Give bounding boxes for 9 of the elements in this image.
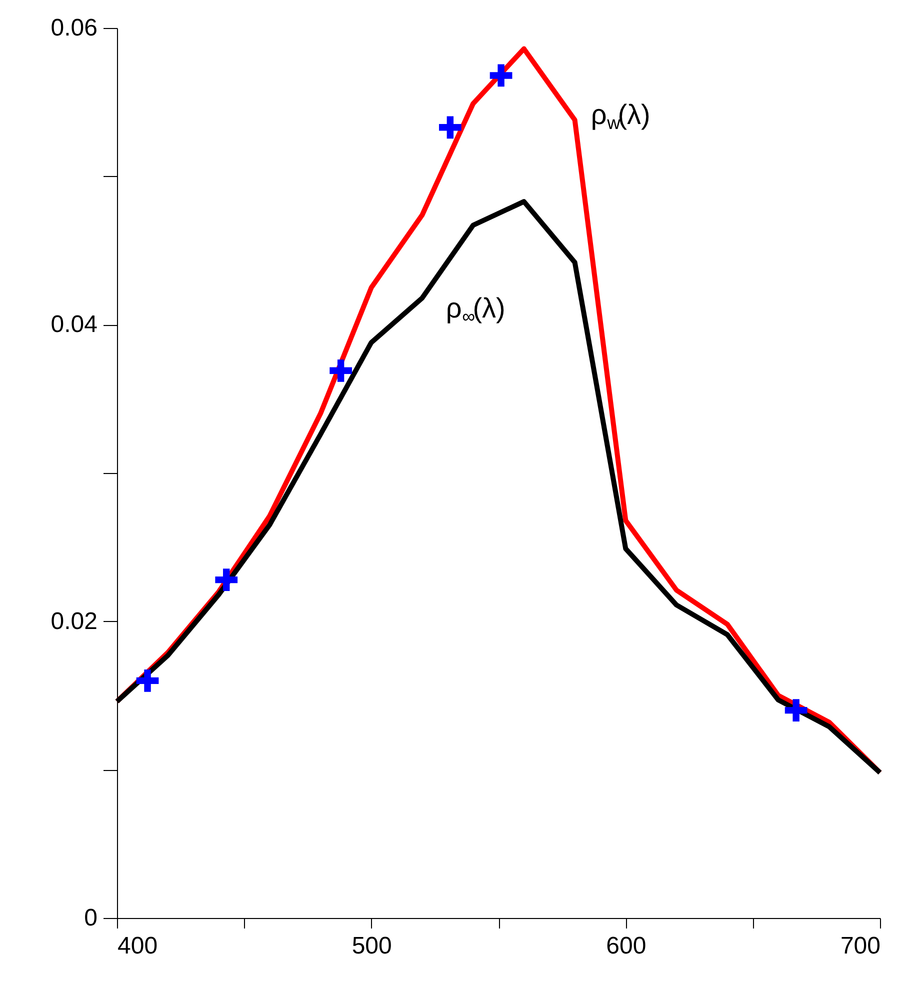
y-tick-label: 0 — [84, 904, 98, 932]
y-tick-label: 0.06 — [50, 14, 98, 42]
y-tick-label: 0.04 — [50, 311, 98, 338]
x-tick-label: 500 — [352, 932, 392, 960]
x-tick-label: 600 — [606, 932, 646, 960]
x-tick-label: 700 — [840, 932, 880, 960]
x-tick-label: 400 — [118, 932, 158, 960]
series-label: ρ∞(λ) — [446, 292, 506, 327]
y-tick-label: 0.02 — [50, 608, 98, 635]
